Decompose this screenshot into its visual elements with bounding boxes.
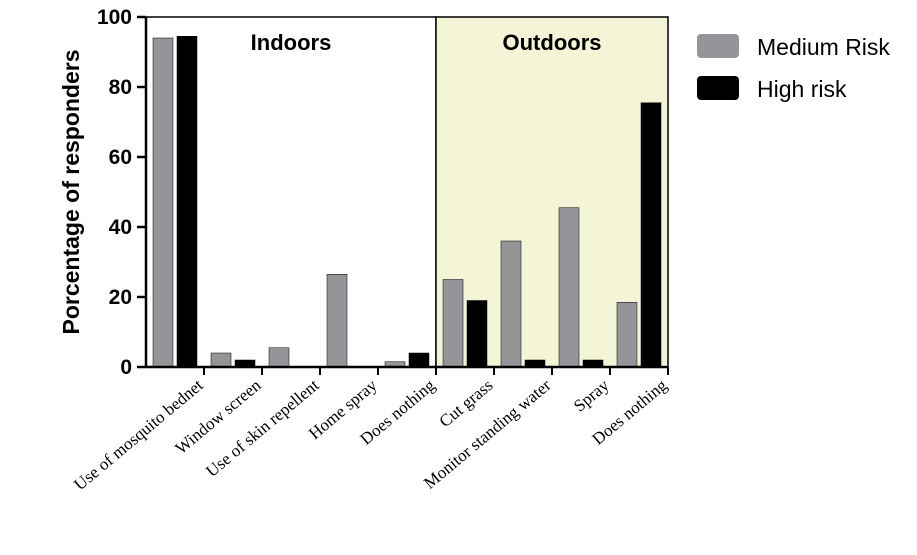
category-label: Spray — [570, 375, 613, 415]
bar-medium-risk — [268, 347, 290, 368]
bar-medium-risk — [152, 37, 174, 368]
legend-label: High risk — [757, 76, 847, 102]
bar-medium-risk — [442, 279, 464, 368]
y-axis-title: Porcentage of responders — [58, 49, 84, 334]
legend-swatch-high-risk — [697, 76, 739, 100]
y-tick-label: 40 — [109, 216, 132, 239]
y-tick-label: 100 — [97, 6, 132, 29]
y-tick-label: 60 — [109, 146, 132, 169]
legend: Medium Risk High risk — [697, 34, 890, 102]
region-backgrounds — [145, 16, 669, 368]
bar-medium-risk — [210, 352, 232, 368]
x-ticks — [203, 367, 669, 375]
bars — [152, 36, 662, 368]
region-labels: Indoors Outdoors — [251, 30, 602, 55]
bar-medium-risk — [558, 207, 580, 368]
legend-label: Medium Risk — [757, 34, 890, 60]
bar-medium-risk — [616, 302, 638, 368]
bar-medium-risk — [326, 274, 348, 368]
region-label: Indoors — [251, 30, 332, 55]
region-label: Outdoors — [503, 30, 602, 55]
bar-high-risk — [640, 102, 662, 368]
y-tick-label: 0 — [120, 356, 132, 379]
y-ticks: 0 20 40 60 80 100 — [97, 6, 146, 379]
legend-swatch-medium-risk — [697, 34, 739, 58]
bar-medium-risk — [500, 240, 522, 368]
bar-high-risk — [408, 352, 430, 368]
y-tick-label: 20 — [109, 286, 132, 309]
bar-high-risk — [176, 36, 198, 368]
bar-high-risk — [466, 300, 488, 368]
y-tick-label: 80 — [109, 76, 132, 99]
axes — [144, 17, 668, 369]
